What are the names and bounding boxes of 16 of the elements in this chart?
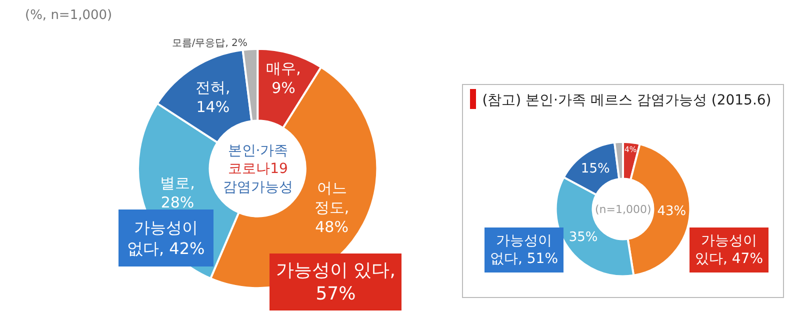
slice-label: 매우, 9%: [266, 60, 301, 98]
text: 가능성이 없다, 51%: [490, 233, 558, 268]
text: (%, n=1,000): [25, 8, 112, 23]
text: (n=1,000): [595, 203, 652, 216]
chart-title: (참고) 본인·가족 메르스 감염가능성 (2015.6): [482, 92, 772, 109]
slice-label: 별로, 28%: [160, 174, 195, 212]
data-label: 43%: [657, 204, 686, 219]
slice-label: 모름/무응답, 2%: [172, 38, 248, 50]
text: 가능성이 있다, 57%: [276, 260, 396, 304]
data-label: 35%: [568, 230, 598, 245]
text: 본인·가족 코로나19 감염가능성: [223, 143, 293, 196]
text: 가능성이 없다, 42%: [127, 218, 205, 258]
data-label: 15%: [580, 161, 610, 176]
slice-label: 어느 정도, 48%: [314, 178, 350, 236]
text: 가능성이 있다, 47%: [695, 233, 764, 268]
slice-label: 전혀, 14%: [196, 78, 230, 116]
